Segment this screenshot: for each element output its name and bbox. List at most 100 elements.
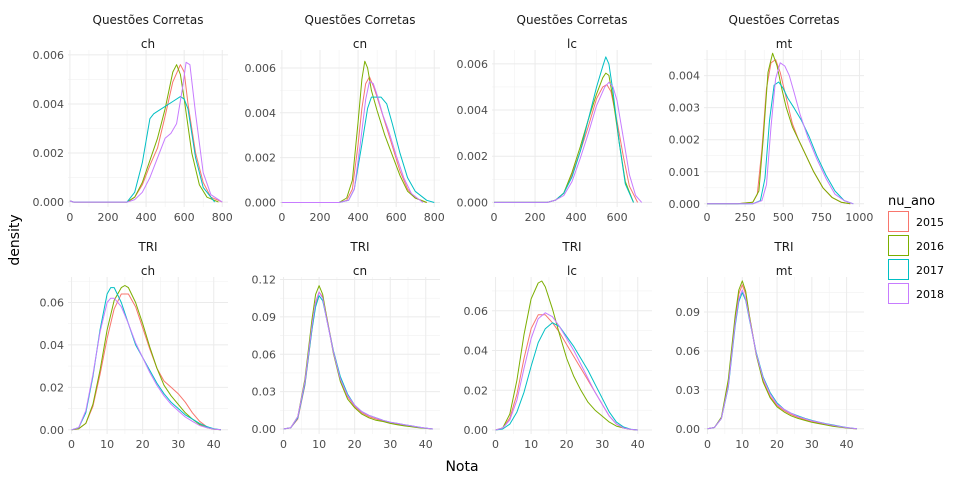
x-tick-label: 20	[770, 438, 784, 451]
y-tick-label: 0.001	[669, 166, 701, 179]
facet-col-label: lc	[567, 37, 577, 51]
density-line-2018	[707, 289, 858, 430]
legend-key-2015	[888, 211, 909, 232]
y-tick-label: 0.00	[252, 423, 277, 436]
facet-row-label: TRI	[137, 240, 157, 254]
y-tick-label: 0.000	[457, 196, 489, 209]
facet-col-label: ch	[141, 264, 155, 278]
facet-row-label: Questões Corretas	[93, 13, 204, 27]
y-tick-label: 0.06	[252, 348, 277, 361]
x-tick-label: 600	[607, 211, 628, 224]
density-line-2018	[494, 81, 643, 203]
y-tick-label: 0.06	[40, 296, 65, 309]
x-tick-label: 20	[348, 438, 362, 451]
x-tick-label: 800	[212, 211, 233, 224]
x-tick-label: 10	[312, 438, 326, 451]
y-tick-label: 0.02	[464, 384, 489, 397]
y-tick-label: 0.04	[40, 339, 65, 352]
y-tick-label: 0.006	[245, 62, 277, 75]
density-line-2017	[69, 96, 216, 203]
x-tick-label: 30	[383, 438, 397, 451]
density-line-2015	[71, 293, 221, 431]
legend-label: 2017	[916, 264, 944, 277]
facet-panel-4: TRI ch 0 10 20 30 40 0.00 0.02 0.04 0.06	[40, 240, 228, 451]
facet-panel-1: Questões Corretas cn 0 200 400 600 800 0.000 0.0…	[245, 13, 445, 224]
x-tick-label: 400	[136, 211, 157, 224]
x-tick-label: 30	[171, 438, 185, 451]
density-line-2017	[707, 81, 854, 205]
x-tick-label: 40	[840, 438, 854, 451]
y-tick-label: 0.00	[676, 423, 701, 436]
x-tick-label: 1000	[845, 211, 873, 224]
legend-label: 2018	[916, 288, 944, 301]
facet-row-label: Questões Corretas	[729, 13, 840, 27]
density-line-2018	[69, 61, 223, 203]
density-line-2016	[707, 52, 851, 205]
legend-key-2017	[888, 259, 909, 280]
y-tick-label: 0.00	[464, 424, 489, 437]
y-tick-label: 0.12	[252, 273, 277, 286]
legend-title: nu_ano	[888, 194, 935, 209]
y-tick-label: 0.004	[33, 98, 65, 111]
density-line-2015	[494, 84, 639, 203]
x-tick-label: 800	[424, 211, 445, 224]
x-tick-label: 0	[278, 211, 285, 224]
y-tick-label: 0.002	[669, 134, 701, 147]
x-tick-label: 400	[566, 211, 587, 224]
y-tick-label: 0.002	[457, 150, 489, 163]
x-tick-label: 10	[524, 438, 538, 451]
y-tick-label: 0.002	[245, 152, 277, 165]
y-tick-label: 0.000	[245, 197, 277, 210]
density-line-2018	[495, 312, 638, 431]
x-tick-label: 40	[207, 438, 221, 451]
density-line-2016	[283, 285, 433, 430]
y-tick-label: 0.09	[252, 311, 277, 324]
facet-col-label: lc	[567, 264, 577, 278]
x-tick-label: 600	[386, 211, 407, 224]
y-tick-label: 0.002	[33, 147, 65, 160]
density-line-2017	[495, 322, 638, 431]
legend-items: 2015 2016 2017 2018	[888, 211, 944, 304]
x-tick-label: 20	[136, 438, 150, 451]
y-tick-label: 0.03	[676, 384, 701, 397]
facet-panel-6: TRI lc 0 10 20 30 40 0.00 0.02 0.04 0.06	[464, 240, 652, 451]
x-tick-label: 200	[98, 211, 119, 224]
density-line-2016	[495, 280, 638, 431]
x-tick-label: 10	[100, 438, 114, 451]
facet-row-label: Questões Corretas	[305, 13, 416, 27]
y-tick-label: 0.004	[245, 107, 277, 120]
facet-col-label: cn	[353, 37, 367, 51]
x-tick-label: 20	[560, 438, 574, 451]
facet-row-label: TRI	[349, 240, 369, 254]
y-tick-label: 0.004	[669, 70, 701, 83]
x-tick-label: 0	[492, 438, 499, 451]
x-tick-label: 200	[525, 211, 546, 224]
density-line-2017	[494, 56, 634, 203]
y-tick-label: 0.02	[40, 381, 65, 394]
x-tick-label: 0	[704, 438, 711, 451]
x-tick-label: 400	[348, 211, 369, 224]
density-line-2015	[707, 59, 851, 205]
y-tick-label: 0.06	[464, 305, 489, 318]
density-line-2015	[281, 76, 427, 203]
x-tick-label: 0	[68, 438, 75, 451]
x-tick-label: 40	[631, 438, 645, 451]
facet-col-label: mt	[776, 37, 793, 51]
legend-label: 2015	[916, 216, 944, 229]
facet-panel-3: Questões Corretas mt 0 250 500 750 1000 0.000 0.…	[669, 13, 874, 224]
y-tick-label: 0.006	[33, 49, 65, 62]
y-tick-label: 0.04	[464, 345, 489, 358]
x-tick-label: 250	[735, 211, 756, 224]
facet-row-label: TRI	[773, 240, 793, 254]
y-tick-label: 0.06	[676, 345, 701, 358]
y-tick-label: 0.00	[40, 424, 65, 437]
legend-key-2018	[888, 283, 909, 304]
x-tick-label: 0	[66, 211, 73, 224]
facet-col-label: cn	[353, 264, 367, 278]
density-line-2016	[494, 72, 634, 203]
facet-panel-5: TRI cn 0 10 20 30 40 0.00 0.03 0.06 0.09 0.12	[252, 240, 440, 451]
facet-col-label: mt	[776, 264, 793, 278]
density-line-2016	[707, 280, 858, 430]
